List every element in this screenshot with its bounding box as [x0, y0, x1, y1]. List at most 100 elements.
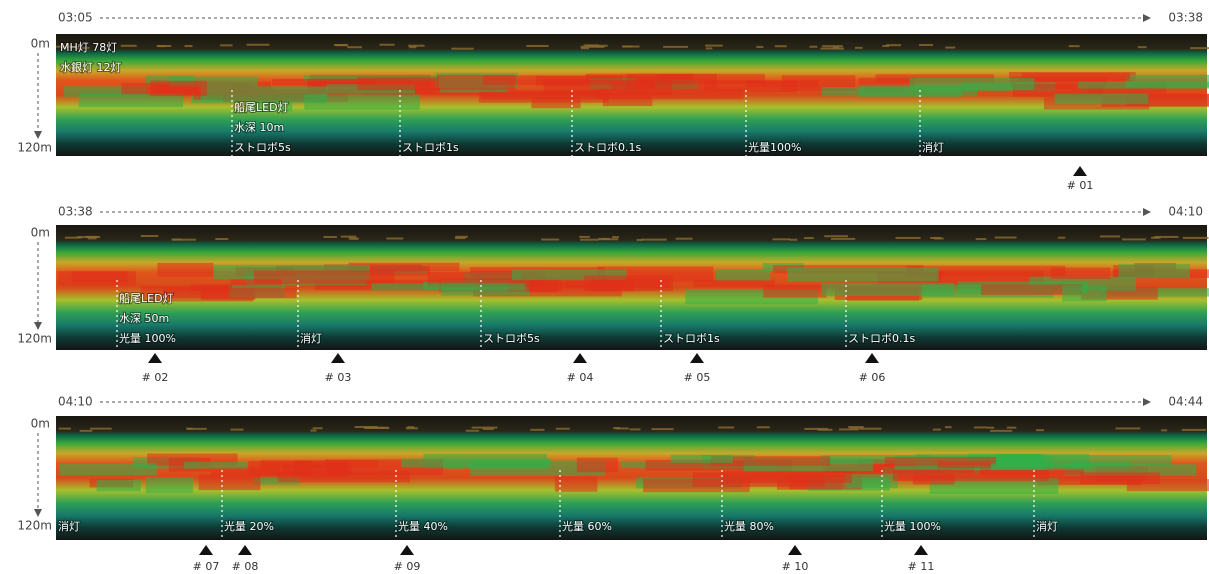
event-label: 船尾LED灯 — [119, 291, 174, 305]
echo-patch — [478, 91, 609, 103]
surface-noise — [974, 426, 988, 429]
surface-noise — [1115, 427, 1141, 430]
echo-patch — [277, 471, 410, 483]
echo-patch — [909, 78, 1035, 90]
depth-top: 0m — [31, 226, 50, 240]
echo-patch — [1125, 94, 1209, 106]
echo-patch — [59, 463, 157, 476]
surface-noise — [820, 47, 844, 50]
depth-bottom: 120m — [17, 141, 52, 155]
surface-noise — [350, 237, 359, 240]
surface-noise — [975, 238, 987, 241]
surface-noise — [1154, 235, 1179, 238]
echo-patch — [822, 466, 975, 474]
surface-noise — [471, 426, 498, 429]
echo-patch — [483, 75, 623, 85]
echo-patch — [145, 477, 193, 494]
surface-noise — [310, 429, 317, 432]
surface-noise — [882, 45, 889, 48]
surface-noise — [895, 236, 921, 239]
echo-patch — [282, 464, 352, 474]
surface-noise — [651, 428, 674, 431]
surface-noise — [405, 427, 418, 430]
surface-noise — [365, 426, 390, 429]
event-label: 消灯 — [58, 519, 80, 533]
marker-label: # 11 — [908, 560, 935, 573]
event-label: ストロボ0.1s — [574, 141, 641, 154]
surface-noise — [705, 44, 723, 47]
surface-noise — [705, 47, 713, 50]
echo-patch — [190, 284, 233, 291]
marker-label: # 08 — [232, 560, 259, 573]
surface-noise — [1181, 428, 1207, 431]
echo-patch — [1010, 76, 1108, 89]
event-label: ストロボ5s — [483, 332, 540, 345]
event-label: 光量 100% — [119, 331, 176, 345]
echo-patch — [1080, 472, 1160, 485]
echo-patch — [200, 86, 328, 102]
event-label: ストロボ0.1s — [848, 332, 915, 345]
echo-patch — [63, 86, 147, 97]
surface-noise — [579, 235, 590, 238]
echo-patch — [1064, 464, 1197, 476]
surface-noise — [1006, 426, 1017, 429]
echo-patch — [821, 282, 954, 296]
surface-noise — [580, 47, 590, 50]
echo-patch — [912, 474, 955, 485]
surface-noise — [323, 235, 337, 238]
surface-noise — [215, 238, 229, 241]
echo-patch — [990, 463, 1083, 471]
end-time: 04:10 — [1168, 205, 1203, 219]
echo-patch — [611, 81, 656, 89]
surface-noise — [172, 238, 197, 241]
surface-noise — [184, 45, 193, 48]
echo-patch — [304, 94, 420, 110]
surface-noise — [718, 426, 735, 429]
echo-patch — [210, 467, 280, 476]
surface-noise — [886, 44, 902, 47]
surface-noise — [945, 46, 956, 49]
echo-patch — [184, 461, 247, 469]
surface-noise — [772, 238, 791, 241]
echo-patch — [57, 271, 136, 286]
surface-noise — [803, 237, 814, 240]
echo-patch — [427, 271, 538, 287]
surface-noise — [629, 428, 641, 431]
surface-noise — [986, 426, 995, 429]
surface-noise — [854, 46, 863, 49]
surface-noise — [1182, 236, 1209, 239]
surface-noise — [120, 44, 137, 47]
echo-patch — [721, 471, 852, 483]
echo-patch — [260, 460, 379, 468]
surface-noise — [409, 46, 417, 49]
echo-patch — [693, 279, 775, 288]
echo-patch — [981, 284, 1082, 295]
surface-noise — [675, 237, 693, 240]
surface-noise — [663, 45, 688, 48]
surface-noise — [615, 427, 629, 430]
echo-patch — [163, 287, 297, 299]
end-time: 03:38 — [1168, 11, 1203, 25]
echo-patch — [763, 284, 827, 298]
echo-patch — [248, 460, 312, 477]
surface-noise — [60, 46, 69, 49]
surface-noise — [187, 427, 207, 430]
marker-triangle — [914, 545, 928, 555]
surface-noise — [1190, 47, 1209, 50]
marker-label: # 09 — [394, 560, 421, 573]
surface-noise — [230, 428, 244, 431]
echo-patch — [1118, 264, 1191, 279]
event-label: ストロボ5s — [234, 141, 291, 154]
echo-patch — [594, 88, 744, 100]
marker-triangle — [690, 353, 704, 363]
echo-patch — [704, 80, 798, 93]
marker-triangle — [148, 353, 162, 363]
surface-noise — [58, 427, 71, 430]
surface-noise — [756, 426, 770, 429]
echo-patch — [436, 74, 516, 90]
surface-noise — [89, 427, 112, 430]
event-label: 消灯 — [300, 331, 322, 345]
start-time: 04:10 — [58, 395, 93, 409]
surface-noise — [526, 45, 549, 48]
echo-patch — [583, 275, 674, 292]
